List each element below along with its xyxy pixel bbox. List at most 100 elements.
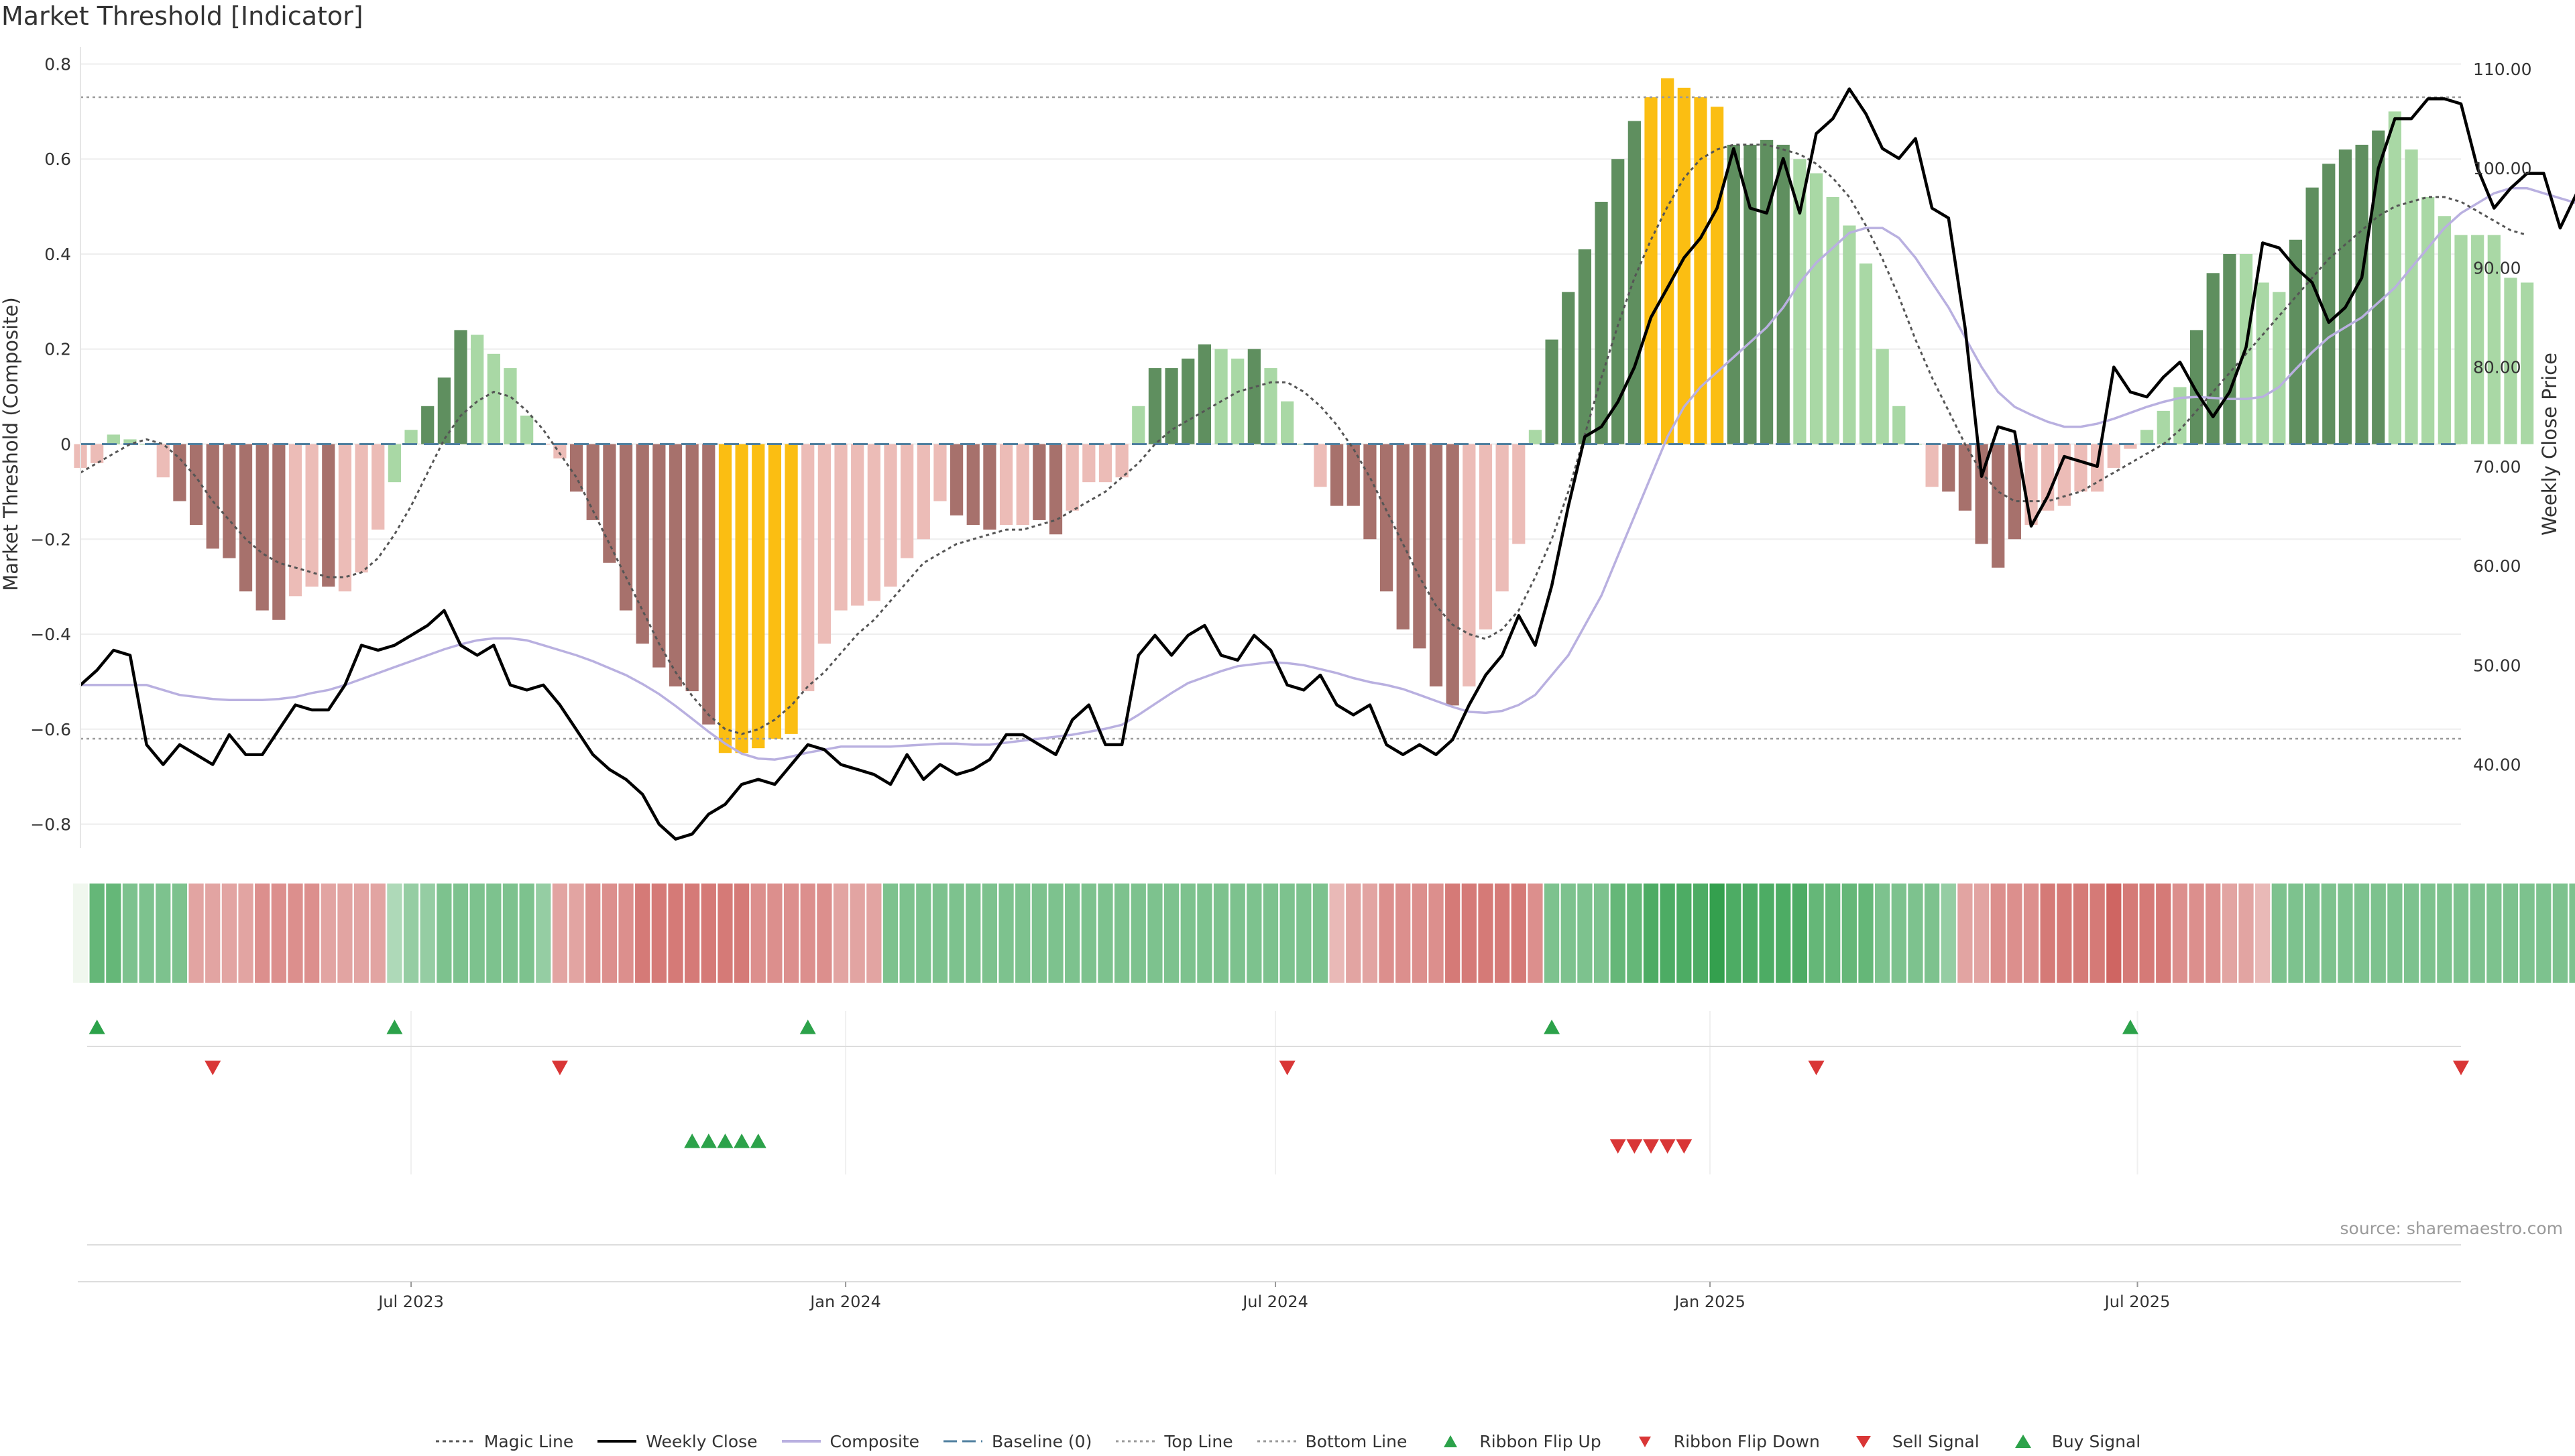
composite-bar bbox=[223, 444, 236, 558]
composite-bar bbox=[388, 444, 402, 483]
composite-bar bbox=[983, 444, 996, 530]
composite-bar bbox=[1148, 368, 1162, 444]
composite-bar bbox=[2289, 239, 2303, 444]
composite-bar bbox=[487, 353, 500, 444]
ribbon-cell bbox=[536, 884, 551, 983]
composite-bar bbox=[901, 444, 914, 558]
ribbon-cell bbox=[1346, 884, 1361, 983]
ribbon-cell bbox=[1081, 884, 1096, 983]
ribbon-cell bbox=[1627, 884, 1642, 983]
sell-signal-marker bbox=[1676, 1139, 1693, 1154]
composite-bar bbox=[652, 444, 666, 668]
ribbon-cell bbox=[1544, 884, 1560, 983]
composite-bar bbox=[735, 444, 748, 753]
composite-bar bbox=[586, 444, 599, 520]
ribbon-cell bbox=[1163, 884, 1180, 983]
legend-item: Magic Line bbox=[435, 1432, 573, 1451]
y2-tick-label: 100.00 bbox=[2473, 159, 2531, 178]
ribbon-cell bbox=[1197, 884, 1212, 983]
y-tick-label: 0.2 bbox=[44, 340, 71, 359]
ribbon-cell bbox=[2206, 884, 2221, 983]
composite-bar bbox=[1049, 444, 1063, 535]
ribbon-strip bbox=[72, 884, 2575, 983]
ribbon-cell bbox=[1709, 884, 1725, 983]
source-label: source: sharemaestro.com bbox=[2340, 1219, 2564, 1238]
ribbon-cell bbox=[2040, 884, 2055, 983]
composite-bar bbox=[305, 444, 319, 587]
composite-bar bbox=[1958, 444, 1972, 511]
composite-bar bbox=[1826, 196, 1839, 444]
ribbon-cell bbox=[1379, 884, 1394, 983]
ribbon-cell bbox=[2370, 884, 2386, 983]
composite-bar bbox=[2008, 444, 2021, 540]
ribbon-cell bbox=[569, 884, 584, 983]
composite-bar bbox=[2124, 444, 2137, 449]
y-tick-label: 0 bbox=[60, 435, 71, 454]
ribbon-cell bbox=[304, 884, 320, 983]
composite-bar bbox=[2355, 144, 2368, 444]
dashed-line-icon bbox=[942, 1433, 984, 1449]
ribbon-flip-up-marker bbox=[1544, 1020, 1560, 1034]
composite-bar bbox=[752, 444, 765, 749]
composite-bar bbox=[1545, 339, 1558, 444]
legend: Magic Line Weekly Close Composite Baseline … bbox=[0, 1427, 2575, 1456]
composite-bar bbox=[2041, 444, 2055, 511]
sell-signal-marker bbox=[1643, 1139, 1660, 1154]
composite-bar bbox=[1066, 444, 1079, 511]
weekly-close-line bbox=[79, 87, 2575, 841]
ribbon-cell bbox=[1973, 884, 1990, 983]
ribbon-cell bbox=[1858, 884, 1874, 983]
composite-bar bbox=[255, 444, 269, 611]
composite-bar bbox=[1876, 349, 1889, 444]
ribbon-cell bbox=[866, 884, 882, 983]
ribbon-cell bbox=[1841, 884, 1857, 983]
composite-line bbox=[80, 187, 2575, 761]
y2-tick-label: 80.00 bbox=[2473, 358, 2521, 377]
composite-bar bbox=[2487, 235, 2501, 444]
composite-bar bbox=[785, 444, 798, 734]
composite-bar bbox=[189, 444, 203, 525]
ribbon-cell bbox=[734, 884, 750, 983]
composite-bar bbox=[768, 444, 782, 739]
green-up-triangle-icon bbox=[1430, 1433, 1471, 1449]
ribbon-cell bbox=[1593, 884, 1609, 983]
ribbon-cell bbox=[701, 884, 716, 983]
composite-bar bbox=[1198, 344, 1212, 444]
ribbon-cell bbox=[685, 884, 700, 983]
ribbon-cell bbox=[486, 884, 502, 983]
ribbon-flip-up-marker bbox=[89, 1020, 105, 1034]
axes: 0.8 0.6 0.4 0.2 0 −0.2 −0.4 −0.6 −0.8 110.00 100.0… bbox=[0, 47, 2561, 848]
composite-bar bbox=[272, 444, 286, 620]
buy-signal-marker bbox=[684, 1134, 701, 1148]
ribbon-cell bbox=[1924, 884, 1940, 983]
composite-bar bbox=[1446, 444, 1459, 706]
ribbon-cell bbox=[255, 884, 270, 983]
composite-bar bbox=[1214, 349, 1228, 444]
composite-bar bbox=[1182, 358, 1195, 444]
ribbon-cell bbox=[1445, 884, 1461, 983]
ribbon-cell bbox=[1362, 884, 1378, 983]
composite-bar bbox=[933, 444, 947, 501]
ribbon-cell bbox=[156, 884, 171, 983]
composite-bar bbox=[718, 444, 732, 753]
ribbon-cell bbox=[1875, 884, 1890, 983]
composite-bar bbox=[1363, 444, 1377, 540]
x-tick-label: Jan 2024 bbox=[809, 1292, 881, 1311]
composite-bar bbox=[1379, 444, 1393, 592]
ribbon-cell bbox=[1759, 884, 1774, 983]
composite-bar bbox=[2206, 273, 2220, 444]
y2-tick-label: 50.00 bbox=[2473, 656, 2521, 675]
composite-bar bbox=[2504, 278, 2517, 444]
ribbon-flip-panel bbox=[87, 1020, 2469, 1075]
composite-bar bbox=[884, 444, 897, 587]
composite-bar bbox=[520, 415, 534, 444]
ribbon-cell bbox=[1792, 884, 1808, 983]
composite-bar bbox=[553, 444, 567, 459]
composite-bar bbox=[2107, 444, 2120, 468]
composite-bar bbox=[801, 444, 815, 692]
buy-signal-marker bbox=[717, 1134, 734, 1148]
composite-bar bbox=[569, 444, 583, 492]
composite-bar bbox=[91, 444, 104, 463]
ribbon-cell bbox=[916, 884, 931, 983]
composite-bar bbox=[2421, 196, 2435, 444]
